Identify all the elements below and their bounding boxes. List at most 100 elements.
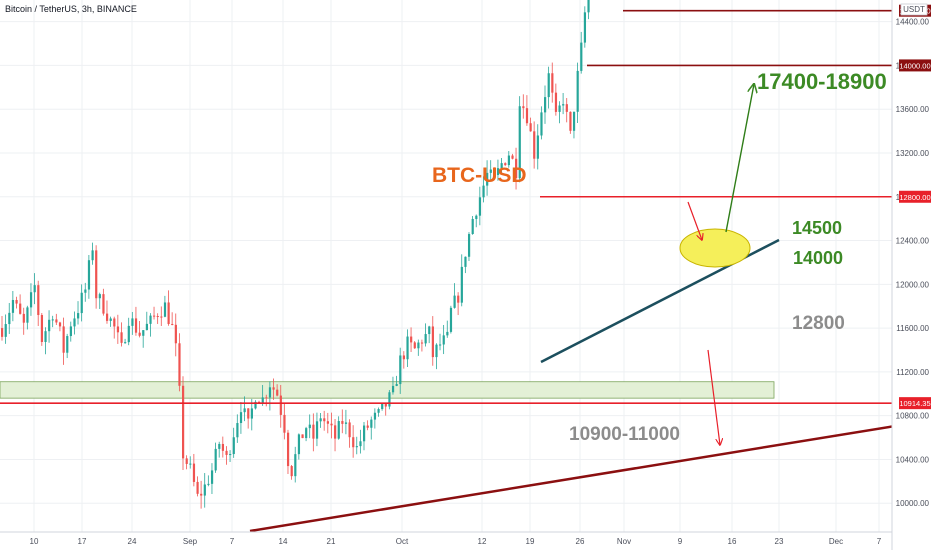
y-tick-label: 11600.00 [896,324,929,333]
candle-body [424,334,427,344]
candle-body [174,324,177,344]
candle-body [127,325,130,343]
candle-body [218,443,221,449]
candle-body [413,342,416,349]
candle-body [565,104,568,112]
candle-body [239,412,243,424]
candle-body [507,155,510,166]
candle-body [460,266,463,303]
candle-body [344,422,348,424]
candle-body [294,454,297,477]
y-tick-label: 10800.00 [896,412,930,421]
candle-body [236,423,239,438]
candle-body [37,285,40,316]
candle-body [449,307,453,332]
candle-body [66,336,69,353]
candle-body [330,423,333,426]
candle-body [109,318,112,321]
candle-body [547,73,550,98]
svg-text:10914.35: 10914.35 [899,399,930,408]
candle-body [493,169,496,176]
y-tick-label: 11200.00 [896,368,929,377]
candle-body [26,307,29,323]
candle-body [406,336,409,360]
candle-body [185,458,188,464]
candle-body [283,414,286,433]
candle-body [457,295,460,303]
candle-body [15,299,18,304]
candle-body [446,331,449,336]
x-tick-label: 7 [877,537,882,546]
annotation-btc-usd: BTC-USD [432,164,527,187]
candle-body [19,303,22,314]
candle-body [540,112,543,136]
candle-body [80,292,83,314]
candle-body [308,424,311,429]
candle-body [529,123,532,132]
candle-body [116,326,120,333]
candle-body [142,330,145,336]
candle-body [8,312,11,325]
y-tick-label: 10400.00 [896,455,930,464]
x-tick-label: Dec [829,537,843,546]
candle-body [363,425,366,442]
x-tick-label: 7 [230,537,235,546]
candle-body [377,409,380,413]
candle-body [482,185,485,198]
y-tick-label: 12400.00 [896,237,930,246]
candle-body [124,342,127,344]
candle-body [580,42,583,71]
candle-body [442,335,445,345]
candle-body [113,318,116,327]
candle-body [297,434,301,455]
candle-body [279,395,282,415]
candle-body [511,155,514,159]
price-axis-bg [892,0,932,550]
price-label: 12800.00 [899,190,931,203]
candle-body [265,397,268,399]
candle-body [1,328,4,337]
candle-body [62,326,65,353]
x-tick-label: 21 [327,537,336,546]
candle-body [229,454,232,456]
candle-body [544,97,547,113]
candle-body [319,418,322,422]
x-tick-label: Oct [396,537,409,546]
candle-body [467,234,471,257]
price-label: 14000.00 [899,59,931,72]
symbol-title: Bitcoin / TetherUS, 3h, BINANCE [5,4,137,14]
candle-body [301,434,304,439]
candle-body [134,318,138,333]
y-tick-label: 10000.00 [896,499,930,508]
candle-body [33,285,36,293]
x-tick-label: Nov [617,537,631,546]
x-tick-label: 9 [678,537,683,546]
candle-body [431,326,434,358]
candle-body [171,323,174,325]
candle-body [51,319,54,321]
candle-body [207,483,210,485]
y-tick-label: 13200.00 [896,149,930,158]
candle-body [305,428,308,439]
candle-body [352,437,355,448]
time-axis[interactable]: 10 17 24 Sep 7 14 21 Oct 12 19 26 Nov 9 16 23 Dec 7 [0,531,892,546]
candle-body [58,322,62,327]
candle-body [250,408,253,419]
candle-body [478,197,482,216]
candle-body [290,466,293,477]
x-tick-label: 24 [128,537,137,546]
x-tick-label: 26 [576,537,585,546]
candle-body [178,343,181,386]
candle-body [102,294,105,314]
price-axis[interactable]: 14400.00 14000.00 13600.00 13200.00 12800.00… [891,0,932,550]
candle-body [189,463,192,465]
candle-body [40,315,44,342]
candle-body [73,318,76,327]
candle-body [370,419,373,428]
candle-body [326,421,329,424]
candle-body [232,437,235,455]
candle-body [221,443,225,451]
candle-body [500,163,503,169]
x-tick-label: 12 [478,537,487,546]
